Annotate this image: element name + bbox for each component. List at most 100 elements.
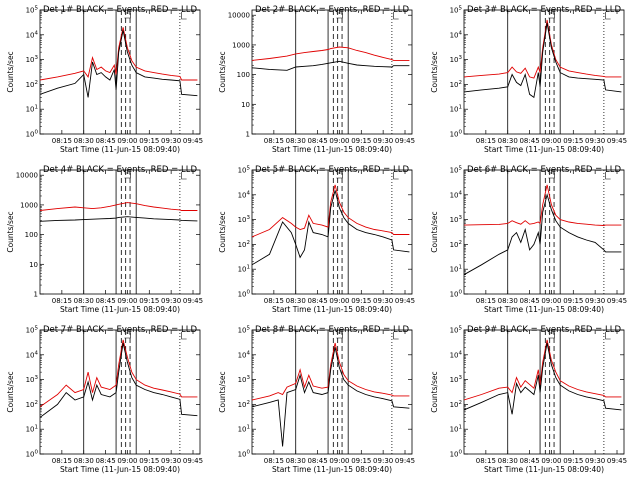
- panel-title: Det 5# BLACK = Events, RED = LLD: [255, 165, 410, 175]
- end-marker-glyph: [393, 12, 399, 20]
- plot-frame: [463, 9, 625, 135]
- plot-frame: [39, 9, 201, 135]
- x-tick-label: 09:30: [373, 457, 393, 465]
- x-tick-label: 09:30: [161, 457, 181, 465]
- y-tick-label: 10000: [228, 12, 250, 20]
- peak-marker-glyph: [336, 332, 343, 339]
- x-tick-label: 09:15: [351, 137, 371, 145]
- plot-frame: [463, 329, 625, 455]
- series-events-line: [252, 190, 410, 266]
- x-axis-label: Start Time (11-Jun-15 08:09:40): [60, 305, 180, 314]
- x-tick-label: 09:00: [541, 297, 561, 305]
- x-tick-label: 09:45: [607, 297, 627, 305]
- panel-title: Det 4# BLACK = Events, RED = LLD: [43, 165, 198, 175]
- y-tick-label: 105: [450, 166, 463, 175]
- x-tick-label: 09:45: [607, 457, 627, 465]
- y-tick-label: 105: [450, 326, 463, 335]
- y-tick-label: 103: [238, 215, 251, 224]
- peak-marker-glyph: [548, 172, 555, 179]
- x-tick-label: 08:15: [52, 457, 72, 465]
- series-events-line: [464, 22, 622, 99]
- y-axis-label: Counts/sec: [6, 51, 15, 92]
- y-tick-label: 100: [25, 231, 38, 239]
- end-marker-glyph: [605, 332, 611, 340]
- x-tick-label: 09:45: [607, 137, 627, 145]
- plot-frame: [251, 329, 413, 455]
- y-tick-label: 104: [450, 30, 463, 39]
- x-tick-label: 08:15: [52, 137, 72, 145]
- x-tick-label: 09:15: [139, 297, 159, 305]
- plot-frame: [463, 169, 625, 295]
- x-tick-label: 08:30: [286, 297, 306, 305]
- x-tick-label: 09:15: [351, 457, 371, 465]
- y-tick-label: 105: [26, 6, 39, 15]
- y-tick-label: 102: [238, 240, 250, 249]
- x-tick-label: 08:30: [286, 457, 306, 465]
- x-tick-label: 08:30: [498, 297, 518, 305]
- y-tick-label: 101: [450, 105, 462, 114]
- detector-panel-6: Det 6# BLACK = Events, RED = LLD 100 101 10…: [430, 165, 627, 314]
- x-tick-label: 09:00: [117, 297, 137, 305]
- panel-title: Det 1# BLACK = Events, RED = LLD: [43, 5, 198, 15]
- x-tick-label: 09:15: [563, 137, 583, 145]
- series-events-line: [252, 347, 410, 447]
- x-tick-label: 08:45: [307, 137, 327, 145]
- y-axis-label: Counts/sec: [430, 211, 439, 252]
- y-tick-label: 103: [450, 375, 463, 384]
- y-tick-label: 100: [450, 290, 463, 299]
- x-tick-label: 08:15: [476, 137, 496, 145]
- end-marker-glyph: [181, 332, 187, 340]
- x-tick-label: 08:30: [498, 457, 518, 465]
- panel-title: Det 7# BLACK = Events, RED = LLD: [43, 325, 198, 335]
- x-tick-label: 09:15: [139, 457, 159, 465]
- panel-title: Det 8# BLACK = Events, RED = LLD: [255, 325, 410, 335]
- x-tick-label: 08:15: [264, 457, 284, 465]
- y-tick-label: 1000: [20, 201, 38, 209]
- x-tick-label: 09:30: [585, 457, 605, 465]
- x-axis-label: Start Time (11-Jun-15 08:09:40): [60, 145, 180, 154]
- y-tick-label: 10: [241, 101, 250, 109]
- x-tick-label: 08:15: [264, 297, 284, 305]
- detector-panel-7: Det 7# BLACK = Events, RED = LLD 100 101 10…: [6, 325, 203, 474]
- x-tick-label: 09:45: [395, 297, 415, 305]
- y-tick-label: 103: [450, 215, 463, 224]
- y-tick-label: 100: [237, 71, 250, 79]
- x-tick-label: 09:30: [373, 137, 393, 145]
- y-tick-label: 100: [238, 290, 251, 299]
- x-tick-label: 08:45: [95, 297, 115, 305]
- series-events-line: [464, 342, 622, 415]
- x-tick-label: 09:30: [373, 297, 393, 305]
- x-tick-label: 08:45: [519, 297, 539, 305]
- peak-marker-glyph: [548, 12, 555, 19]
- x-tick-label: 08:45: [307, 457, 327, 465]
- x-tick-label: 08:30: [498, 137, 518, 145]
- x-axis-label: Start Time (11-Jun-15 08:09:40): [484, 145, 604, 154]
- detector-panel-8: Det 8# BLACK = Events, RED = LLD 100 101 10…: [218, 325, 415, 474]
- end-marker-glyph: [605, 12, 611, 20]
- x-tick-label: 08:15: [264, 137, 284, 145]
- panel-title: Det 9# BLACK = Events, RED = LLD: [467, 325, 622, 335]
- x-tick-label: 09:15: [563, 297, 583, 305]
- peak-marker-glyph: [336, 12, 343, 19]
- plot-frame: [251, 169, 413, 295]
- y-tick-label: 103: [26, 375, 39, 384]
- x-tick-label: 09:45: [395, 137, 415, 145]
- peak-marker-glyph: [548, 332, 555, 339]
- y-tick-label: 104: [450, 350, 463, 359]
- series-lld-line: [464, 184, 622, 226]
- y-tick-label: 100: [450, 130, 463, 139]
- x-tick-label: 09:15: [139, 137, 159, 145]
- x-tick-label: 09:30: [585, 297, 605, 305]
- series-events-line: [40, 342, 198, 418]
- detector-panel-5: Det 5# BLACK = Events, RED = LLD 100 101 10…: [218, 165, 415, 314]
- series-lld-line: [252, 342, 410, 401]
- series-lld-line: [252, 184, 410, 238]
- series-events-line: [464, 193, 622, 276]
- y-tick-label: 101: [26, 105, 38, 114]
- series-events-line: [252, 60, 410, 71]
- y-tick-label: 101: [238, 265, 250, 274]
- series-lld-line: [40, 202, 198, 211]
- x-tick-label: 08:30: [74, 137, 94, 145]
- y-axis-label: Counts/sec: [218, 51, 227, 92]
